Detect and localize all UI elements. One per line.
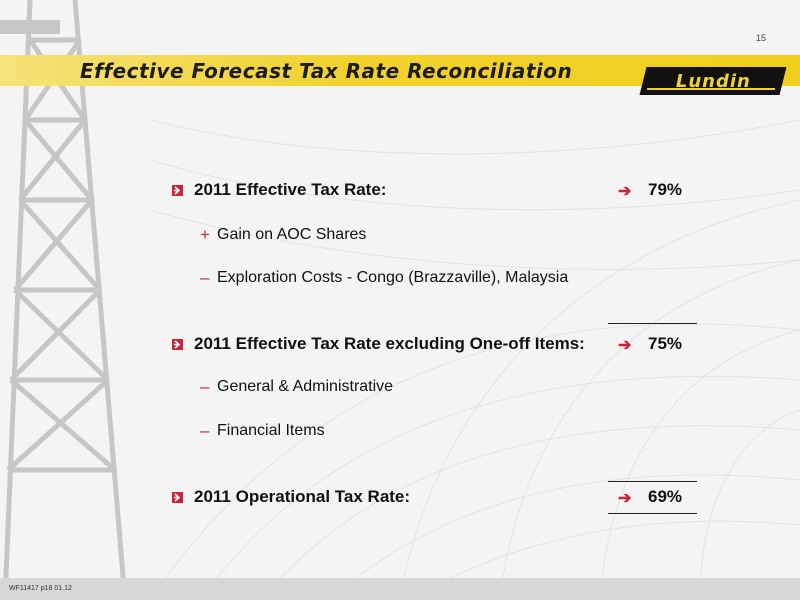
plus-sign: + [200, 225, 210, 244]
right-arrow-icon: ➔ [618, 337, 632, 354]
total-rule [608, 323, 697, 324]
tax-rate-excluding-one-off-value: 75% [648, 334, 683, 353]
total-underline [608, 513, 697, 514]
effective-tax-rate-label: 2011 Effective Tax Rate: [194, 180, 387, 199]
operational-tax-rate-label: 2011 Operational Tax Rate: [194, 487, 411, 506]
footer-bar [0, 578, 800, 600]
oil-rig-silhouette [0, 0, 128, 600]
gain-aoc-shares-label: Gain on AOC Shares [217, 226, 367, 243]
minus-sign: – [200, 377, 210, 396]
logo-underline [646, 88, 776, 90]
right-arrow-icon: ➔ [618, 183, 632, 200]
tax-rate-excluding-one-off-label: 2011 Effective Tax Rate excluding One-of… [194, 334, 585, 353]
minus-sign: – [200, 268, 210, 287]
red-arrow-box-icon [172, 185, 183, 196]
general-administrative-label: General & Administrative [217, 378, 394, 395]
red-arrow-box-icon [172, 339, 183, 350]
page-number: 15 [755, 33, 766, 43]
red-arrow-box-icon [172, 492, 183, 503]
footer-code: WF11417 p18 01.12 [9, 585, 72, 592]
total-rule [608, 481, 697, 482]
slide-title: Effective Forecast Tax Rate Reconciliati… [80, 59, 573, 83]
effective-tax-rate-value: 79% [648, 180, 683, 199]
lundin-logo: Lundin [639, 67, 787, 95]
operational-tax-rate-value: 69% [648, 487, 683, 506]
exploration-costs-label: Exploration Costs - Congo (Brazzaville),… [217, 269, 569, 286]
minus-sign: – [200, 421, 210, 440]
right-arrow-icon: ➔ [618, 490, 632, 507]
financial-items-label: Financial Items [217, 422, 325, 439]
